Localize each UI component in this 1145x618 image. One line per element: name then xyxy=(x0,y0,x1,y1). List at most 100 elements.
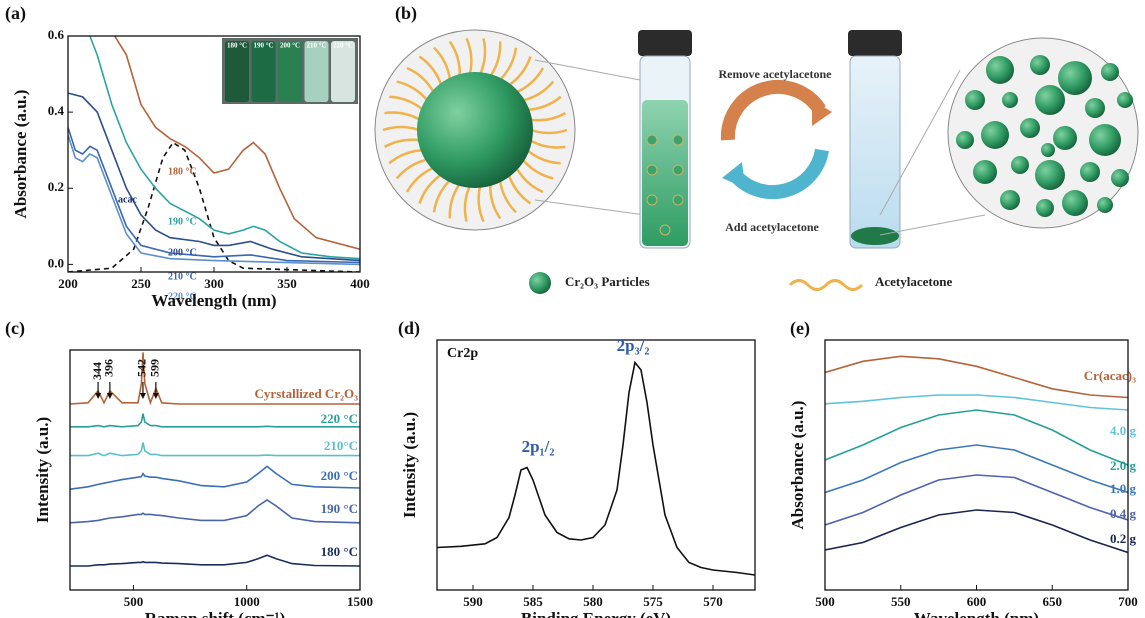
ligand xyxy=(389,95,424,111)
arrow xyxy=(729,148,829,200)
ligand xyxy=(515,67,545,94)
particle xyxy=(973,160,997,184)
plot-area xyxy=(70,352,360,567)
particle xyxy=(1101,63,1119,81)
series-line xyxy=(825,355,1128,399)
ligand-shell xyxy=(382,37,568,223)
chart: (d) 590 585 580 575 570 Binding Energy (eV) Int… xyxy=(398,318,756,618)
x-tick-label: 570 xyxy=(703,594,723,609)
series-label: 4.0 g xyxy=(1110,423,1137,438)
x-tick-label: 500 xyxy=(124,594,144,609)
series-label: 200 °C xyxy=(321,468,358,483)
peak-label: 599 xyxy=(148,359,162,377)
ligand xyxy=(499,47,518,81)
series-label: 1.0 g xyxy=(1110,481,1137,496)
ligand xyxy=(432,179,451,213)
ligand xyxy=(489,183,502,220)
y-axis-title: Absorbance (a.u.) xyxy=(11,90,30,219)
ligand xyxy=(529,111,567,122)
ligand xyxy=(406,66,435,93)
peak-arrow-head xyxy=(95,393,102,399)
particle xyxy=(1036,199,1054,217)
ligand xyxy=(433,46,452,81)
particle-cluster xyxy=(956,55,1133,217)
zoom-line xyxy=(534,59,646,216)
particle xyxy=(1053,126,1077,150)
chart: (a) 180 °C 190 °C 200 °C 210 °C 220 °C 180 °C a… xyxy=(5,3,370,310)
ligand xyxy=(465,37,473,75)
x-axis-title: Wavelength (nm) xyxy=(914,609,1039,618)
ligand xyxy=(530,128,568,135)
ligand xyxy=(489,41,502,77)
ligand xyxy=(384,111,421,121)
series-line xyxy=(114,36,360,250)
series-label: 200 °C xyxy=(168,247,197,258)
chart-title: Cr2p xyxy=(447,346,478,361)
ligand xyxy=(448,183,461,219)
x-tick-label: 550 xyxy=(891,594,911,609)
inset-label: 180 °C xyxy=(227,42,247,50)
axes-frame xyxy=(824,339,1129,591)
inset-vial xyxy=(251,41,276,102)
particle xyxy=(965,90,985,110)
series-line xyxy=(825,409,1128,466)
particle xyxy=(1035,160,1065,190)
y-tick-label: 0.6 xyxy=(48,27,65,42)
series-label: 190 °C xyxy=(168,216,197,227)
series-label: 2.0 g xyxy=(1110,458,1137,473)
chart: (c) Cyrstallized Cr₂O₃ 220 °C 210°C 200 °C 19… xyxy=(5,318,373,618)
x-tick-label: 1000 xyxy=(234,594,260,609)
particle xyxy=(1117,92,1133,108)
zoom-line xyxy=(879,69,986,236)
axes-frame xyxy=(436,339,756,591)
x-tick-label: 350 xyxy=(277,276,297,291)
x-tick-label: 580 xyxy=(583,594,603,609)
panel-label: (c) xyxy=(5,318,25,339)
ligand xyxy=(507,174,532,205)
series-label: acac xyxy=(118,194,137,205)
ligand xyxy=(388,148,423,165)
inset-vial xyxy=(225,41,249,102)
series-line xyxy=(825,444,1128,494)
series-label: 0.4 g xyxy=(1110,506,1137,521)
panel-label: (b) xyxy=(395,3,417,24)
series-label: 220 °C xyxy=(168,291,197,302)
series-label: 210 °C xyxy=(168,271,197,282)
ligand xyxy=(382,125,420,132)
ligand xyxy=(395,158,428,180)
plot-area xyxy=(437,360,755,576)
series-label: 0.2 g xyxy=(1110,531,1137,546)
ligand xyxy=(526,149,561,165)
series-label: 210°C xyxy=(324,438,358,453)
particle xyxy=(1035,85,1065,115)
particle xyxy=(981,121,1009,149)
particle xyxy=(1111,169,1129,187)
ligand xyxy=(418,55,443,86)
ligand xyxy=(522,80,555,102)
series-line xyxy=(68,92,360,262)
x-tick-label: 400 xyxy=(350,276,370,291)
arrow-head xyxy=(722,162,745,188)
x-tick-label: 585 xyxy=(523,594,543,609)
y-tick-label: 0.2 xyxy=(48,179,64,194)
chart: (e) Cr(acac)₃ 4.0 g 2.0 g 1.0 g 0.4 g 0.2 g 500… xyxy=(788,318,1138,618)
series-line xyxy=(70,442,360,457)
legend-label: Acetylacetone xyxy=(875,274,952,289)
series-line xyxy=(70,413,360,428)
series-line xyxy=(825,394,1128,411)
particle xyxy=(1058,61,1092,95)
x-tick-label: 700 xyxy=(1118,594,1138,609)
ligand xyxy=(448,40,461,77)
x-tick-label: 500 xyxy=(815,594,835,609)
ligand xyxy=(463,185,471,222)
inset-label: 210 °C xyxy=(306,42,326,50)
series-label: Cyrstallized Cr₂O₃ xyxy=(255,386,359,401)
y-axis-title: Absorbance (a.u.) xyxy=(788,401,807,530)
series-line xyxy=(70,465,360,490)
ligand xyxy=(529,139,566,149)
peak-label: 542 xyxy=(135,359,149,377)
inset-vial xyxy=(278,41,302,102)
diagram: (b) Remove acetylacetone Add acetylaceto… xyxy=(374,3,1139,294)
particle xyxy=(1002,92,1018,108)
panel-label: (e) xyxy=(790,318,810,339)
